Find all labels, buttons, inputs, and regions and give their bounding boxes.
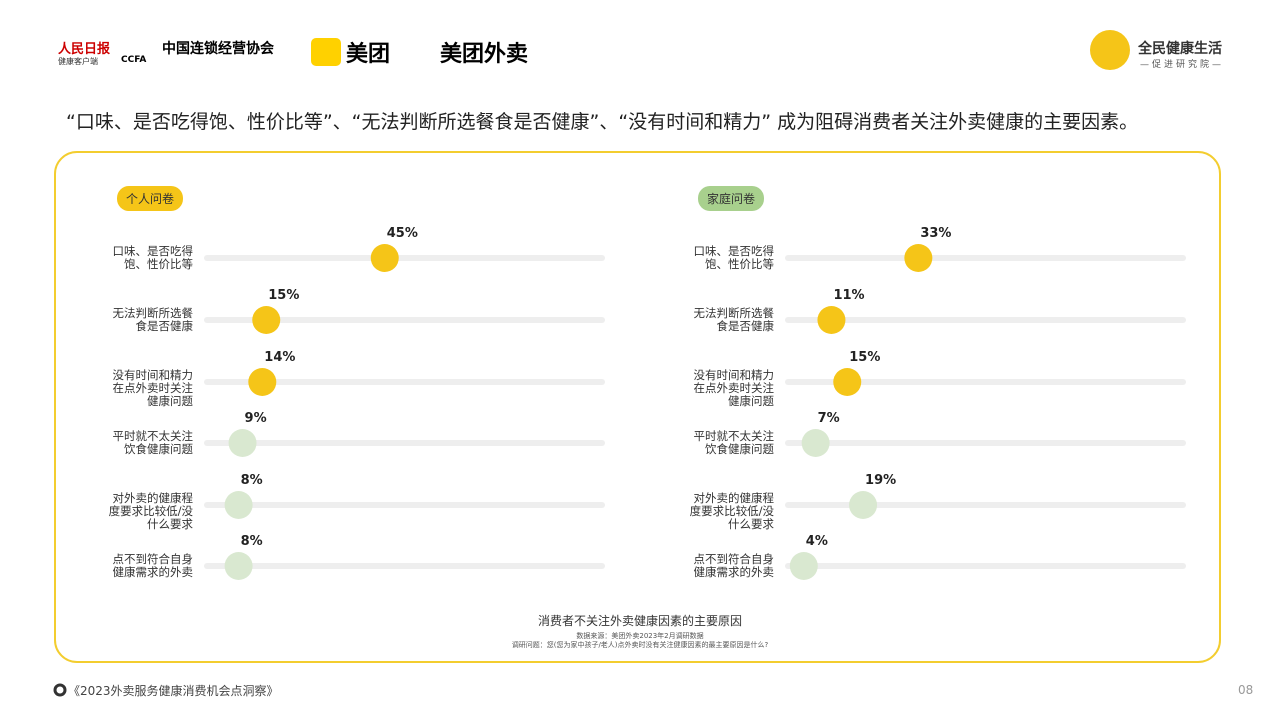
- category-label: 口味、是否吃得饱、性价比等: [73, 244, 194, 271]
- value-label: 11%: [833, 288, 864, 303]
- value-label: 19%: [865, 473, 896, 488]
- category-label: 对外卖的健康程度要求比较低/没什么要求: [73, 492, 193, 531]
- badge-text: 家庭问卷: [707, 192, 756, 206]
- logo: 美团: [346, 42, 391, 67]
- category-label: 无法判断所选餐食是否健康: [73, 306, 194, 333]
- value-label: 33%: [920, 226, 951, 241]
- dot: [789, 552, 818, 580]
- value-label: 14%: [264, 350, 295, 365]
- dot: [817, 306, 846, 334]
- logo-icon: [311, 38, 341, 66]
- dot: [228, 429, 257, 457]
- dot: [833, 368, 862, 396]
- category-label-text: 没有时间和精力在点外卖时关注健康问题: [693, 368, 775, 408]
- page-number: 08: [1238, 683, 1254, 697]
- brand-icon: [1090, 30, 1130, 70]
- value-label: 8%: [241, 473, 263, 488]
- category-label-text: 没有时间和精力在点外卖时关注健康问题: [112, 368, 194, 408]
- category-label: 点不到符合自身健康需求的外卖: [73, 552, 194, 579]
- logo: 美团外卖: [440, 42, 529, 67]
- caption-title: 消费者不关注外卖健康因素的主要原因: [537, 614, 742, 628]
- category-label-text: 平时就不太关注饮食健康问题: [693, 429, 775, 456]
- category-label-text: 点不到符合自身健康需求的外卖: [112, 552, 194, 579]
- category-label: 没有时间和精力在点外卖时关注健康问题: [73, 368, 194, 408]
- bullet: [53, 683, 67, 697]
- logo: 中国连锁经营协会: [162, 41, 274, 57]
- category-label: 平时就不太关注饮食健康问题: [73, 429, 194, 456]
- dot: [849, 491, 878, 519]
- value-label: 15%: [849, 350, 880, 365]
- category-label: 平时就不太关注饮食健康问题: [654, 429, 775, 456]
- dot: [801, 429, 830, 457]
- dot: [904, 244, 933, 272]
- value-label: 15%: [268, 288, 299, 303]
- category-label: 没有时间和精力在点外卖时关注健康问题: [654, 368, 775, 408]
- category-label: 口味、是否吃得饱、性价比等: [654, 244, 775, 271]
- badge: 家庭问卷: [698, 186, 765, 211]
- category-label: 对外卖的健康程度要求比较低/没什么要求: [654, 492, 774, 531]
- value-label: 8%: [241, 534, 263, 549]
- caption-source: 数据来源：美团外卖2023年2月调研数据: [576, 632, 704, 640]
- frame: [54, 151, 1221, 663]
- dot: [252, 306, 281, 334]
- category-label: 点不到符合自身健康需求的外卖: [654, 552, 775, 579]
- category-label-text: 口味、是否吃得饱、性价比等: [693, 244, 775, 271]
- badge-text: 个人问卷: [126, 192, 175, 206]
- dot: [224, 552, 253, 580]
- category-label-text: 点不到符合自身健康需求的外卖: [693, 552, 775, 579]
- headline: “口味、是否吃得饱、性价比等”、“无法判断所选餐食是否健康”、“没有时间和精力”…: [66, 111, 1139, 133]
- brand-sub: —促进研究院—: [1140, 60, 1225, 70]
- brand: 全民健康生活: [1138, 41, 1222, 57]
- category-label-text: 无法判断所选餐食是否健康: [112, 306, 194, 333]
- footer-report: 《2023外卖服务健康消费机会点洞察》: [68, 684, 279, 698]
- category-label: 无法判断所选餐食是否健康: [654, 306, 775, 333]
- category-label-text: 无法判断所选餐食是否健康: [693, 306, 775, 333]
- value-label: 45%: [387, 226, 418, 241]
- value-label: 9%: [245, 411, 267, 426]
- value-label: 4%: [806, 534, 828, 549]
- caption-question: 调研问题：您(您为家中孩子/老人)点外卖时没有关注健康因素的最主要原因是什么?: [511, 641, 769, 649]
- category-label-text: 平时就不太关注饮食健康问题: [112, 429, 194, 456]
- category-label-text: 对外卖的健康程度要求比较低/没什么要求: [689, 491, 774, 531]
- category-label-text: 口味、是否吃得饱、性价比等: [112, 244, 194, 271]
- badge: 个人问卷: [117, 186, 184, 211]
- dot: [370, 244, 399, 272]
- logo: 健康客户端: [58, 57, 98, 66]
- dot: [224, 491, 253, 519]
- dot: [248, 368, 277, 396]
- logo: 人民日报: [58, 42, 111, 57]
- value-label: 7%: [818, 411, 840, 426]
- logo: CCFA: [121, 55, 147, 65]
- category-label-text: 对外卖的健康程度要求比较低/没什么要求: [108, 491, 193, 531]
